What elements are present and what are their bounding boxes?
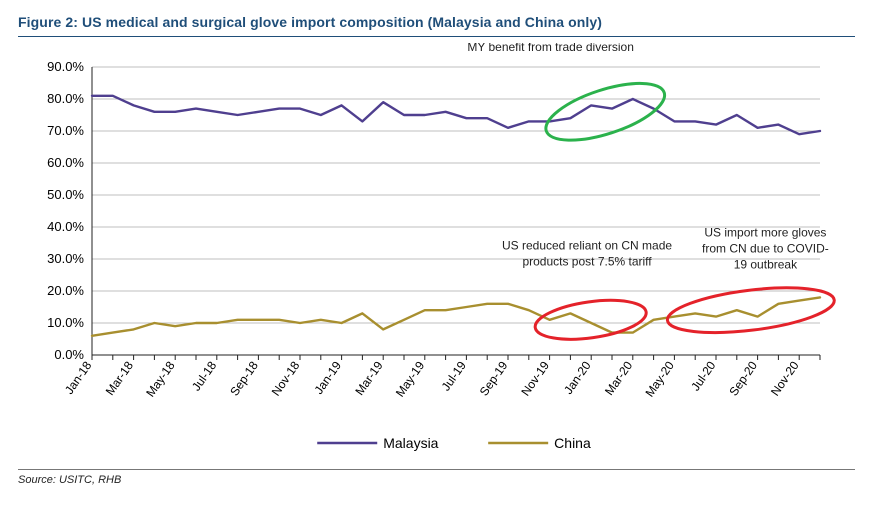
- line-chart: 0.0% 10.0% 20.0% 30.0% 40.0% 50.0% 60.0% 70.0% 8…: [18, 43, 855, 463]
- svg-text:20.0%: 20.0%: [47, 283, 84, 298]
- svg-text:90.0%: 90.0%: [47, 59, 84, 74]
- svg-text:10.0%: 10.0%: [47, 315, 84, 330]
- svg-text:40.0%: 40.0%: [47, 219, 84, 234]
- svg-text:US reduced reliant on CN made: US reduced reliant on CN made: [502, 238, 672, 252]
- svg-text:80.0%: 80.0%: [47, 91, 84, 106]
- svg-text:0.0%: 0.0%: [54, 347, 84, 362]
- svg-text:from CN due to COVID-: from CN due to COVID-: [702, 242, 829, 256]
- svg-text:US import more gloves: US import more gloves: [704, 226, 826, 240]
- svg-text:60.0%: 60.0%: [47, 155, 84, 170]
- svg-text:19 outbreak: 19 outbreak: [734, 258, 798, 272]
- svg-text:products post 7.5% tariff: products post 7.5% tariff: [522, 254, 652, 268]
- figure-title: Figure 2: US medical and surgical glove …: [18, 8, 855, 37]
- svg-text:MY benefit from trade diversio: MY benefit from trade diversion: [467, 43, 634, 54]
- svg-text:China: China: [554, 435, 591, 451]
- svg-text:30.0%: 30.0%: [47, 251, 84, 266]
- svg-text:70.0%: 70.0%: [47, 123, 84, 138]
- source-note: Source: USITC, RHB: [18, 469, 855, 486]
- chart-area: 0.0% 10.0% 20.0% 30.0% 40.0% 50.0% 60.0% 70.0% 8…: [18, 43, 855, 463]
- figure-container: Figure 2: US medical and surgical glove …: [0, 0, 873, 512]
- svg-text:Malaysia: Malaysia: [383, 435, 438, 451]
- svg-text:50.0%: 50.0%: [47, 187, 84, 202]
